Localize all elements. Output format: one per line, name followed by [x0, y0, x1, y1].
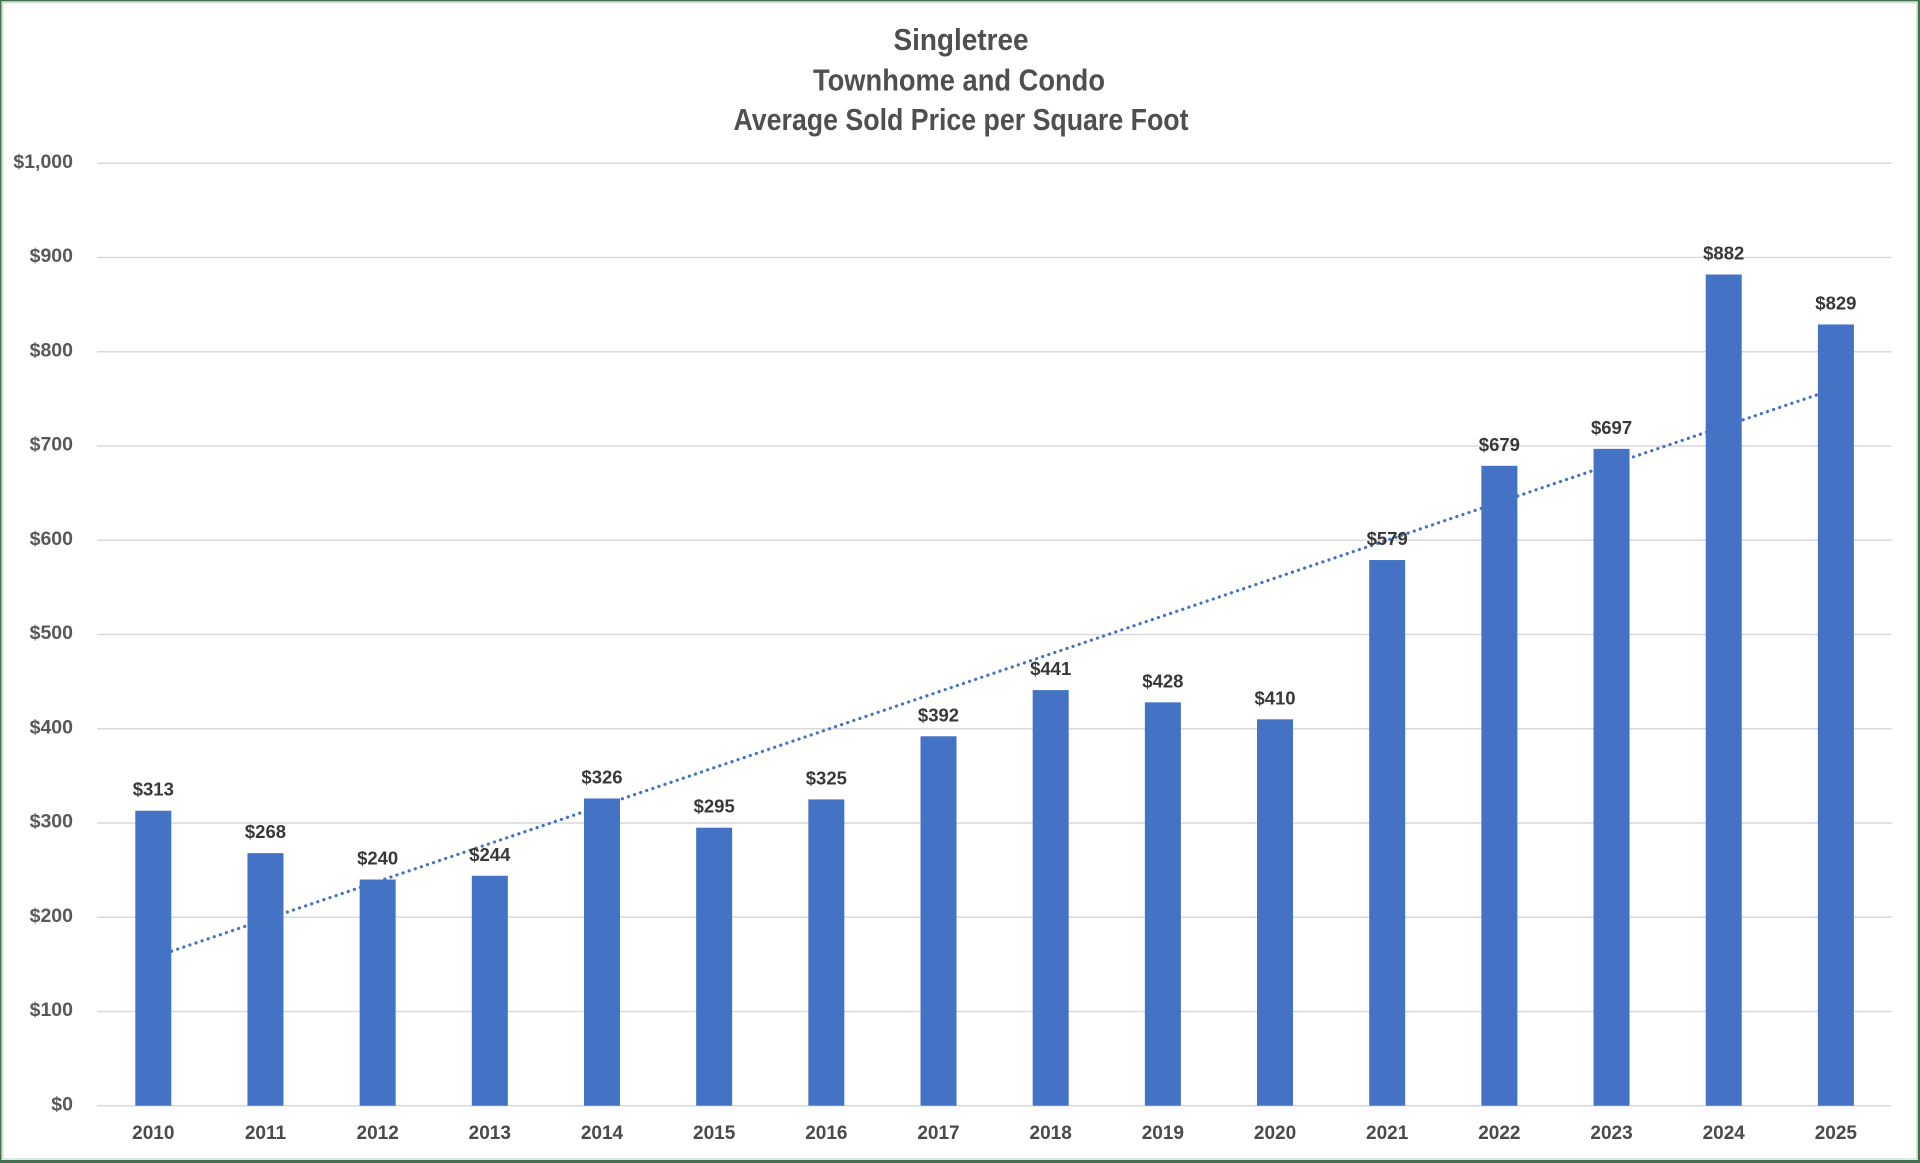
svg-text:2025: 2025	[1815, 1123, 1858, 1144]
svg-text:$500: $500	[30, 622, 74, 644]
svg-text:2018: 2018	[1030, 1123, 1072, 1144]
svg-text:$697: $697	[1591, 417, 1632, 438]
svg-text:2016: 2016	[805, 1123, 847, 1144]
svg-text:2020: 2020	[1254, 1123, 1296, 1144]
svg-text:$313: $313	[133, 779, 174, 800]
svg-text:$325: $325	[806, 767, 847, 788]
svg-text:$268: $268	[245, 821, 286, 842]
svg-text:Average Sold Price per Square: Average Sold Price per Square Foot	[734, 102, 1189, 137]
svg-text:$800: $800	[30, 339, 74, 361]
svg-text:2024: 2024	[1703, 1123, 1746, 1144]
svg-text:$679: $679	[1479, 434, 1520, 455]
svg-text:2017: 2017	[917, 1123, 959, 1144]
svg-text:$400: $400	[30, 716, 74, 738]
svg-text:$900: $900	[30, 245, 74, 267]
svg-text:$326: $326	[581, 766, 622, 787]
svg-text:$600: $600	[30, 528, 74, 550]
svg-text:2012: 2012	[357, 1123, 399, 1144]
svg-text:$441: $441	[1030, 658, 1071, 679]
svg-text:2019: 2019	[1142, 1123, 1184, 1144]
svg-text:2010: 2010	[132, 1123, 174, 1144]
svg-text:$244: $244	[469, 844, 511, 865]
svg-text:2022: 2022	[1478, 1123, 1520, 1144]
svg-text:$882: $882	[1703, 243, 1744, 264]
svg-text:$428: $428	[1142, 670, 1183, 691]
svg-text:$410: $410	[1254, 687, 1295, 708]
svg-text:Singletree: Singletree	[894, 22, 1029, 57]
svg-text:$295: $295	[694, 796, 735, 817]
svg-text:$1,000: $1,000	[13, 151, 73, 173]
svg-text:2023: 2023	[1590, 1123, 1632, 1144]
svg-text:2015: 2015	[693, 1123, 736, 1144]
svg-text:$829: $829	[1815, 292, 1856, 313]
svg-text:2011: 2011	[245, 1123, 287, 1144]
svg-text:$579: $579	[1367, 528, 1408, 549]
svg-text:$240: $240	[357, 848, 398, 869]
svg-text:$392: $392	[918, 704, 959, 725]
svg-text:$300: $300	[30, 811, 74, 833]
svg-text:Townhome and Condo: Townhome and Condo	[813, 63, 1105, 98]
svg-text:2021: 2021	[1366, 1123, 1409, 1144]
svg-text:$200: $200	[30, 905, 74, 927]
svg-text:$100: $100	[30, 999, 74, 1021]
svg-text:2014: 2014	[581, 1123, 624, 1144]
svg-text:$700: $700	[30, 434, 74, 456]
svg-text:$0: $0	[51, 1093, 73, 1115]
svg-text:2013: 2013	[469, 1123, 511, 1144]
